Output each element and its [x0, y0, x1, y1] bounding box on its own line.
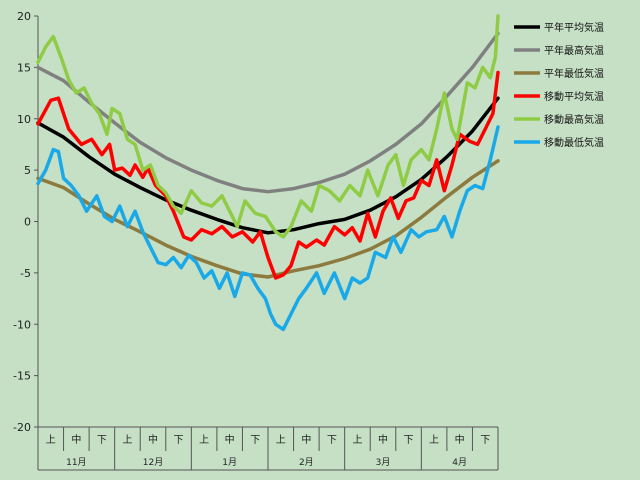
y-tick-label: -20: [13, 421, 31, 434]
x-month-label: 3月: [376, 457, 391, 468]
legend-label-1: 平年平均気温: [544, 21, 604, 34]
x-month-label: 11月: [66, 457, 86, 468]
x-period-label: 下: [327, 435, 337, 446]
x-period-label: 上: [199, 434, 209, 446]
x-period-label: 中: [148, 433, 158, 446]
y-tick-label: 0: [24, 216, 31, 229]
y-tick-label: -15: [13, 370, 31, 383]
legend-label-6: 移動最低気温: [544, 136, 604, 149]
series-line-4: [36, 70, 500, 280]
x-period-label: 中: [225, 433, 235, 446]
legend-label-5: 移動最高気温: [544, 113, 604, 126]
x-period-label: 上: [276, 434, 286, 446]
x-period-label: 中: [378, 433, 388, 446]
x-period-label: 下: [404, 435, 414, 446]
x-period-label: 上: [352, 434, 362, 446]
y-tick-label: 10: [17, 113, 31, 126]
series-line-2: [36, 31, 500, 194]
series-line-5: [36, 14, 500, 239]
x-period-label: 上: [46, 434, 56, 446]
x-period-label: 中: [301, 433, 311, 446]
x-period-label: 下: [97, 435, 107, 446]
y-tick-label: 20: [17, 10, 31, 23]
x-month-label: 2月: [299, 457, 314, 468]
legend-label-2: 平年最高気温: [544, 44, 604, 57]
x-period-label: 中: [71, 433, 81, 446]
y-tick-label: 5: [24, 164, 31, 177]
y-tick-label: -5: [20, 267, 31, 280]
x-month-label: 12月: [143, 457, 163, 468]
y-tick-label: 15: [17, 61, 31, 74]
x-period-label: 中: [455, 433, 465, 446]
x-month-label: 1月: [222, 457, 237, 468]
legend-label-4: 移動平均気温: [544, 90, 604, 103]
x-month-label: 4月: [452, 457, 467, 468]
x-period-label: 上: [122, 434, 132, 446]
x-period-label: 下: [480, 435, 490, 446]
series-line-6: [36, 125, 500, 332]
y-tick-label: -10: [13, 318, 31, 331]
x-period-label: 下: [250, 435, 260, 446]
x-period-label: 上: [429, 434, 439, 446]
legend-label-3: 平年最低気温: [544, 67, 604, 80]
x-period-label: 下: [174, 435, 184, 446]
